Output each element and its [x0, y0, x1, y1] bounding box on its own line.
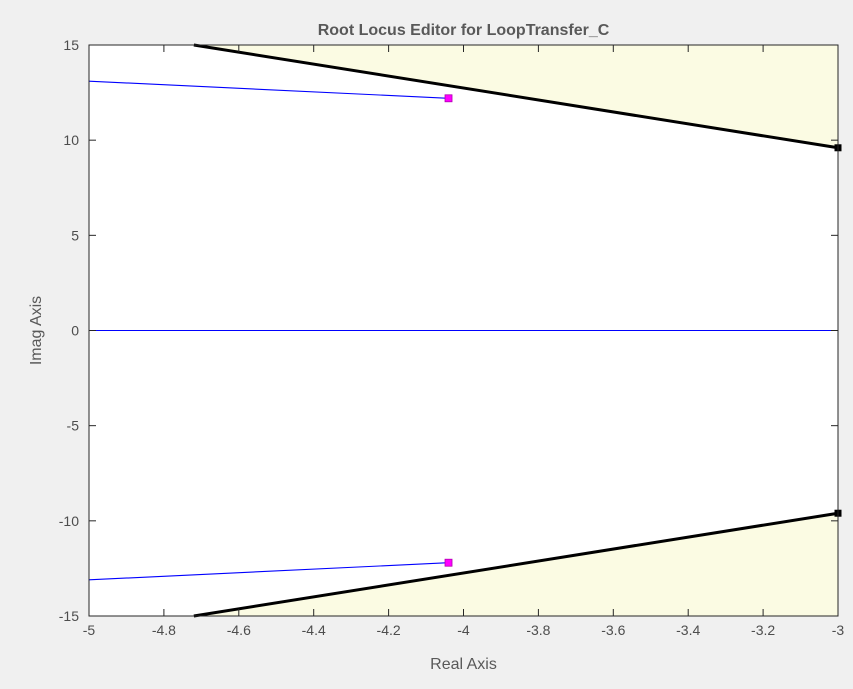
x-tick-label: -3.8 [526, 622, 550, 638]
chart-title: Root Locus Editor for LoopTransfer_C [318, 22, 610, 39]
constraint-line-2[interactable] [193, 511, 839, 618]
x-tick-label: -5 [83, 622, 96, 638]
x-tick-label: -3 [832, 622, 845, 638]
closed-loop-pole-markers [444, 94, 453, 567]
y-axis-ticks: 15 10 5 0 -5 -10 -15 [59, 37, 838, 624]
x-tick-label: -4.8 [152, 622, 176, 638]
locus-branch-1[interactable] [88, 80, 449, 99]
x-axis-label: Real Axis [430, 656, 497, 673]
x-tick-label: -4.6 [227, 622, 251, 638]
y-tick-label: 5 [71, 227, 79, 243]
y-tick-label: 15 [63, 37, 79, 53]
pole-square [444, 558, 453, 567]
x-tick-label: -3.4 [676, 622, 700, 638]
y-tick-label: -5 [67, 418, 80, 434]
closed-loop-pole-1[interactable] [444, 94, 453, 103]
y-tick-label: -15 [59, 608, 79, 624]
y-tick-label: 10 [63, 132, 79, 148]
x-tick-label: -4.2 [377, 622, 401, 638]
x-tick-label: -4 [457, 622, 470, 638]
y-tick-label: -10 [59, 513, 79, 529]
x-axis-ticks: -5 -4.8 -4.6 -4.4 -4.2 -4 -3.8 -3.6 -3.4 -3.2 -3 [83, 45, 845, 638]
y-tick-label: 0 [71, 323, 79, 339]
x-tick-label: -3.2 [751, 622, 775, 638]
closed-loop-pole-2[interactable] [444, 558, 453, 567]
constraint-line-1[interactable] [193, 43, 839, 150]
pole-square [444, 94, 453, 103]
locus-branch-3[interactable] [88, 562, 449, 581]
x-tick-label: -4.4 [302, 622, 326, 638]
y-axis-label: Imag Axis [28, 296, 45, 365]
x-tick-label: -3.6 [601, 622, 625, 638]
